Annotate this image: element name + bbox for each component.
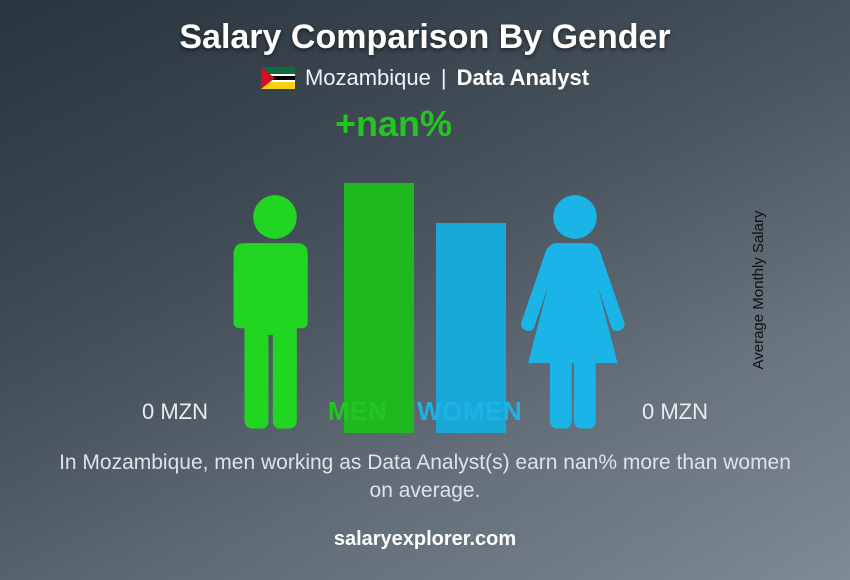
flag-mozambique-icon (261, 67, 295, 89)
subtitle-row: Mozambique | Data Analyst (261, 65, 589, 91)
summary-text: In Mozambique, men working as Data Analy… (55, 449, 795, 506)
chart-area: +nan% 0 MZN (75, 103, 775, 433)
woman-icon (520, 193, 630, 433)
separator: | (441, 65, 447, 91)
role-label: Data Analyst (457, 65, 589, 91)
women-label: WOMEN (417, 396, 522, 427)
gender-labels: MEN WOMEN (328, 396, 522, 427)
women-value: 0 MZN (642, 399, 708, 425)
chart-row: 0 MZN (75, 143, 775, 433)
percent-diff-label: +nan% (335, 103, 452, 145)
y-axis-label: Average Monthly Salary (750, 211, 767, 370)
men-label: MEN (328, 396, 387, 427)
infographic-root: Salary Comparison By Gender Mozambique |… (0, 0, 850, 580)
men-value: 0 MZN (142, 399, 208, 425)
country-label: Mozambique (305, 65, 431, 91)
man-icon (220, 193, 330, 433)
page-title: Salary Comparison By Gender (179, 18, 670, 57)
source-attribution: salaryexplorer.com (334, 528, 516, 551)
